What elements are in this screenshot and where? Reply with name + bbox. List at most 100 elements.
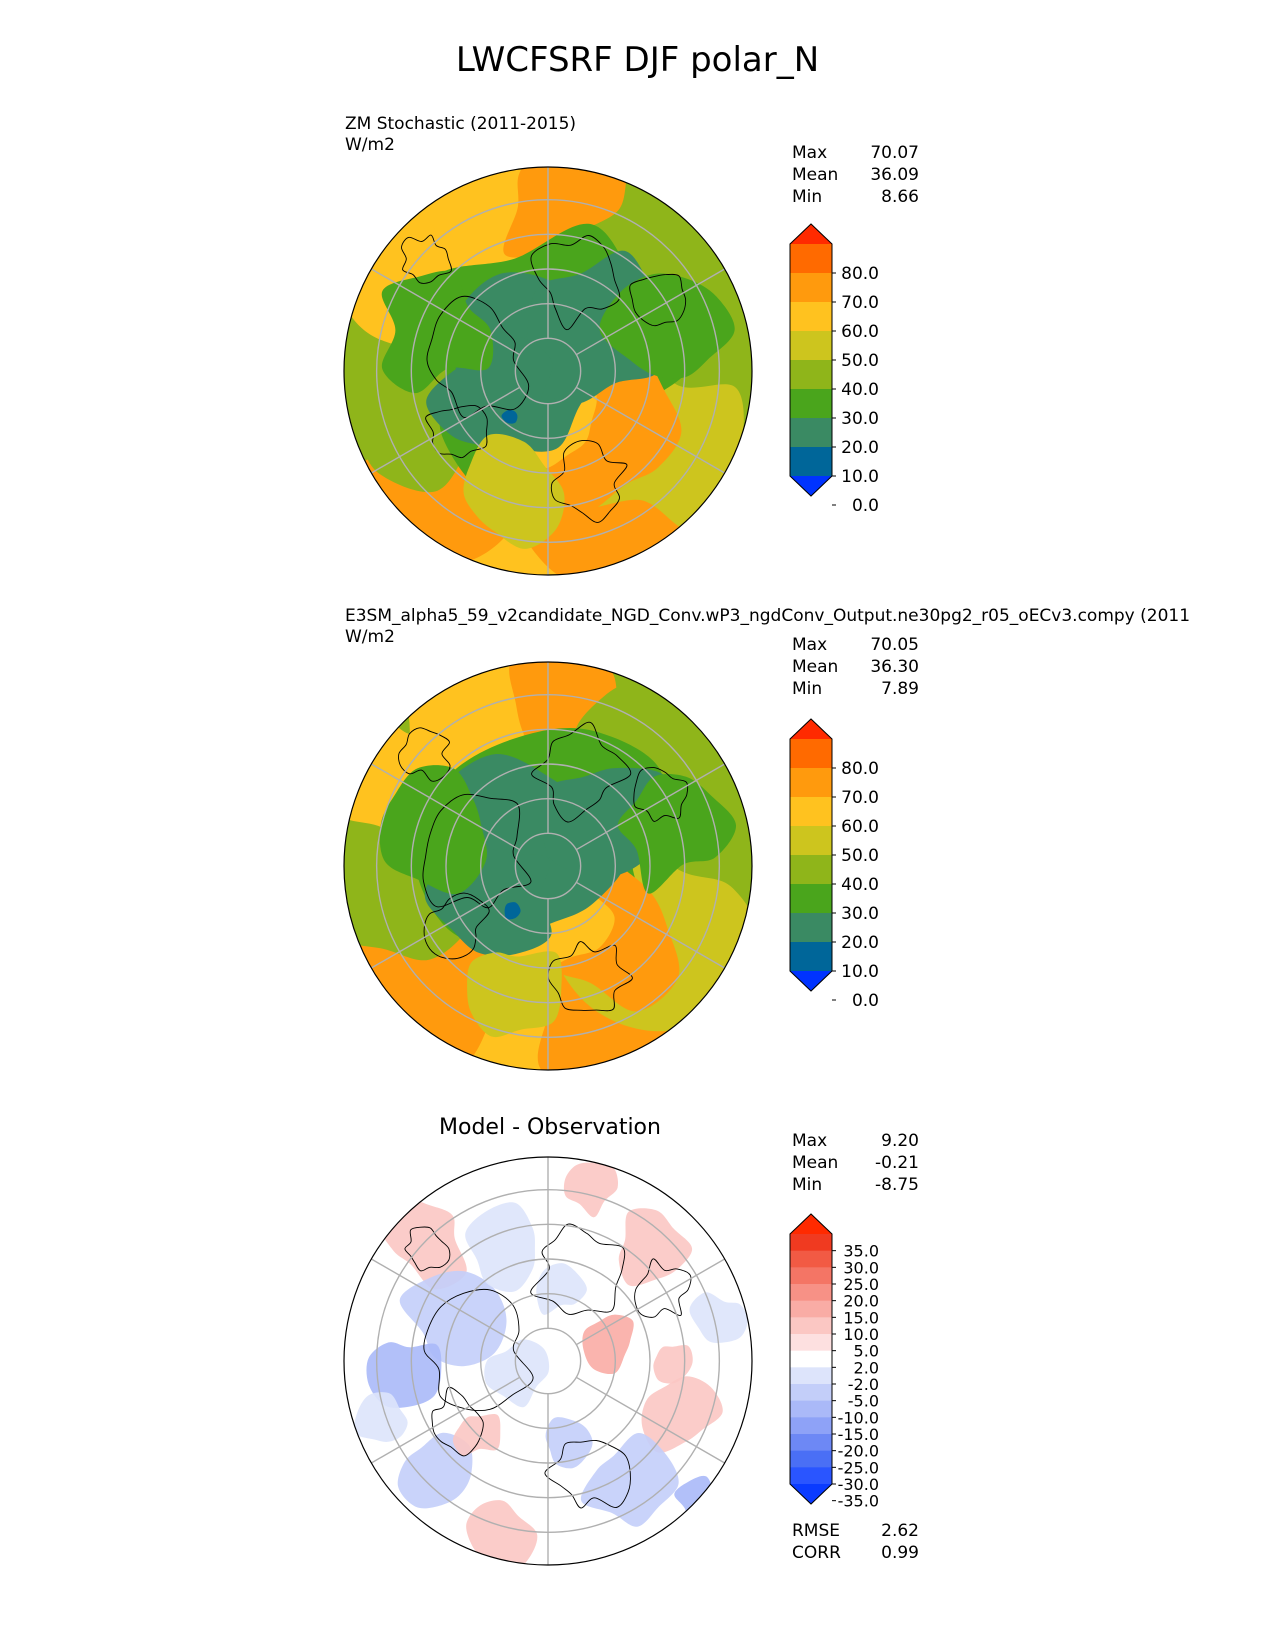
panel-2-stats: Max 70.05 Mean 36.30 Min 7.89 xyxy=(792,634,919,700)
coastline xyxy=(423,1288,534,1411)
panel-2-title: E3SM_alpha5_59_v2candidate_NGD_Conv.wP3_… xyxy=(345,606,1190,648)
figure-title: LWCFSRF DJF polar_N xyxy=(455,40,820,80)
field-region xyxy=(379,765,487,895)
field-region xyxy=(467,951,562,1038)
colorbar-tick-label: -25.0 xyxy=(838,1458,879,1477)
panel-3-title: Model - Observation xyxy=(439,1115,661,1140)
field-region xyxy=(501,409,518,424)
panel-1-max-label: Max xyxy=(792,143,828,163)
panel-1-stats: Max 70.07 Mean 36.09 Min 8.66 xyxy=(792,142,919,208)
colorbar-bin xyxy=(790,273,832,303)
longitude-gridline xyxy=(575,763,726,851)
colorbar-tick-label: 0.0 xyxy=(852,991,879,1011)
corr-label: CORR xyxy=(792,1543,841,1563)
coastline xyxy=(426,295,530,418)
colorbar-bin xyxy=(790,884,832,914)
colorbar-tick-label: 70.0 xyxy=(841,788,879,808)
panel-1-mean-value: 36.09 xyxy=(870,165,919,185)
coastline xyxy=(425,404,488,459)
colorbar-bin xyxy=(790,1284,832,1302)
longitude-gridline xyxy=(575,386,726,474)
coastline xyxy=(544,1439,631,1509)
field-region xyxy=(653,1345,693,1384)
panel-3-field xyxy=(344,1157,752,1565)
colorbar-tick-label: 10.0 xyxy=(841,962,879,982)
colorbar-bin xyxy=(790,302,832,332)
colorbar-tick-label: 20.0 xyxy=(843,1292,879,1311)
field-region xyxy=(582,1314,634,1375)
panel-2-units: W/m2 xyxy=(345,627,395,647)
longitude-gridline xyxy=(575,1258,726,1346)
panel-2-mean-value: 36.30 xyxy=(870,657,919,677)
colorbar-bin xyxy=(790,1234,832,1252)
panel-2-field xyxy=(344,662,752,1070)
panel-2-max-value: 70.05 xyxy=(870,635,919,655)
colorbar-bin xyxy=(790,768,832,798)
field-region xyxy=(366,1342,442,1408)
colorbar-tick-label: 10.0 xyxy=(843,1325,879,1344)
longitude-gridline xyxy=(370,386,521,474)
corr-value: 0.99 xyxy=(881,1543,919,1563)
colorbar-tick-label: -20.0 xyxy=(838,1442,879,1461)
longitude-gridline xyxy=(370,1376,521,1464)
panel-3-mean-label: Mean xyxy=(792,1153,839,1173)
field-region xyxy=(353,1392,408,1442)
panel-3-stats: Max 9.20 Mean -0.21 Min -8.75 xyxy=(792,1130,919,1196)
coastline xyxy=(530,235,621,331)
panel-2-case-name: E3SM_alpha5_59_v2candidate_NGD_Conv.wP3_… xyxy=(345,606,1191,626)
coastline xyxy=(423,892,490,960)
colorbar-bin xyxy=(790,1300,832,1318)
field-region xyxy=(465,1202,535,1292)
panel-1-mean-label: Mean xyxy=(792,165,839,185)
coastline xyxy=(629,273,687,327)
panel-3-colorbar: 35.030.025.020.015.010.05.02.0-2.0-5.0-1… xyxy=(789,1213,879,1511)
panel-1-title: ZM Stochastic (2011-2015) W/m2 xyxy=(345,114,576,156)
colorbar-bin xyxy=(790,418,832,448)
colorbar-tick-label: -30.0 xyxy=(838,1475,879,1494)
colorbar-tick-label: 50.0 xyxy=(841,846,879,866)
coastline xyxy=(431,1386,484,1457)
panel-3-min-value: -8.75 xyxy=(875,1175,919,1195)
field-region xyxy=(463,433,565,549)
field-region xyxy=(536,1263,587,1315)
field-region xyxy=(504,902,521,920)
colorbar-tick-label: 2.0 xyxy=(854,1358,879,1377)
colorbar-tick-label: 5.0 xyxy=(854,1342,879,1361)
colorbar-tick-label: 40.0 xyxy=(841,875,879,895)
colorbar-extend-max xyxy=(790,1214,832,1234)
colorbar-tick-label: 20.0 xyxy=(841,438,879,458)
colorbar-extend-min xyxy=(790,476,832,496)
colorbar-extend-max xyxy=(790,719,832,739)
panel-2-max-label: Max xyxy=(792,635,828,655)
colorbar-bin xyxy=(790,1417,832,1435)
colorbar-bin xyxy=(790,447,832,477)
colorbar-bin xyxy=(790,855,832,885)
field-region xyxy=(563,1162,619,1218)
colorbar-bin xyxy=(790,389,832,419)
colorbar-tick-label: 60.0 xyxy=(841,322,879,342)
panel-3-map xyxy=(343,1156,753,1566)
field-region xyxy=(399,1270,507,1367)
coastline xyxy=(530,1223,626,1315)
colorbar-tick-label: 20.0 xyxy=(841,933,879,953)
longitude-gridline xyxy=(575,268,726,356)
panel-1-min-value: 8.66 xyxy=(881,187,919,207)
colorbar-tick-label: -10.0 xyxy=(838,1408,879,1427)
colorbar-tick-label: 25.0 xyxy=(843,1275,879,1294)
rmse-value: 2.62 xyxy=(881,1521,919,1541)
colorbar-tick-label: -15.0 xyxy=(838,1425,879,1444)
panel-2-mean-label: Mean xyxy=(792,657,839,677)
colorbar-bin xyxy=(790,360,832,390)
colorbar-tick-label: 30.0 xyxy=(841,904,879,924)
panel-1-colorbar: 80.0 70.0 60.0 50.0 40.0 30.0 20.0 10.0 0.0 xyxy=(789,223,879,516)
rmse-label: RMSE xyxy=(792,1521,841,1541)
colorbar-tick-label: 15.0 xyxy=(843,1308,879,1327)
colorbar-tick-label: 30.0 xyxy=(841,409,879,429)
colorbar-bin xyxy=(790,1250,832,1268)
panel-2-colorbar: 80.0 70.0 60.0 50.0 40.0 30.0 20.0 10.0 0.0 xyxy=(789,718,879,1011)
longitude-gridline xyxy=(370,763,521,851)
panel-3-mean-value: -0.21 xyxy=(875,1153,919,1173)
panel-1-case-name: ZM Stochastic (2011-2015) xyxy=(345,114,577,134)
colorbar-tick-label: 70.0 xyxy=(841,293,879,313)
colorbar-extend-max xyxy=(790,224,832,244)
